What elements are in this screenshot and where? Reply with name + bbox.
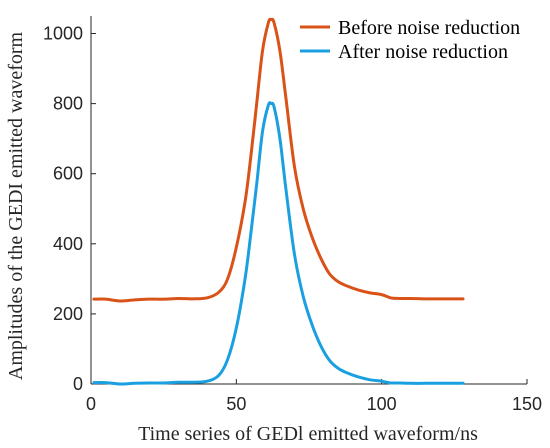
y-tick-label: 800 bbox=[53, 94, 83, 114]
series-line-before-noise-reduction bbox=[92, 17, 465, 303]
x-tick-label: 150 bbox=[512, 394, 542, 414]
y-tick-label: 1000 bbox=[43, 24, 83, 44]
x-tick-label: 0 bbox=[86, 394, 96, 414]
x-axis-label: Time series of GEDl emitted waveform/ns bbox=[138, 423, 478, 445]
y-tick-label: 200 bbox=[53, 304, 83, 324]
axes: 0 50 100 150 0 200 400 600 800 1000 bbox=[43, 16, 542, 414]
series-layer bbox=[92, 17, 465, 386]
y-tick-label: 400 bbox=[53, 234, 83, 254]
y-tick-label: 0 bbox=[73, 374, 83, 394]
y-tick-label: 600 bbox=[53, 164, 83, 184]
legend-entry-label: Before noise reduction bbox=[338, 17, 520, 39]
x-tick-label: 50 bbox=[226, 394, 246, 414]
series-line-after-noise-reduction bbox=[92, 101, 465, 386]
x-tick-label: 100 bbox=[367, 394, 397, 414]
y-axis-label: Amplitudes of the GEDI emitted waveform bbox=[5, 31, 27, 380]
legend-entry-label: After noise reduction bbox=[338, 41, 508, 63]
